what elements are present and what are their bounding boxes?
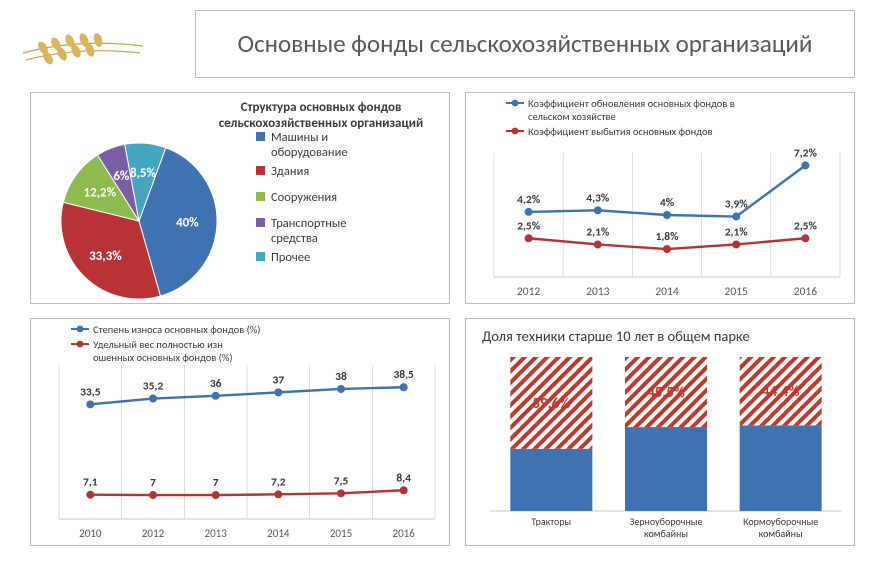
svg-text:4,3%: 4,3% [586,191,610,205]
svg-text:Структура основных фондов: Структура основных фондов [241,100,402,115]
svg-text:2014: 2014 [267,527,290,540]
svg-text:40%: 40% [176,216,199,231]
svg-text:Машины и: Машины и [271,130,328,145]
svg-text:7,5: 7,5 [334,474,349,488]
svg-text:ошенных основных фондов (%): ошенных основных фондов (%) [93,351,233,364]
svg-text:комбайны: комбайны [759,527,803,540]
svg-text:2012: 2012 [142,527,165,540]
svg-text:сельском хозяйстве: сельском хозяйстве [528,110,616,123]
svg-text:2015: 2015 [330,527,352,540]
svg-text:38: 38 [335,370,347,384]
svg-text:8,5%: 8,5% [130,166,157,181]
svg-text:33,3%: 33,3% [89,249,122,264]
svg-text:38,5: 38,5 [393,368,414,382]
svg-text:2014: 2014 [655,285,678,299]
svg-text:2016: 2016 [393,527,416,540]
bar-chart: 59,6%Тракторы45,5%Зерноуборочныекомбайны… [466,345,856,545]
line-chart-wear: Степень износа основных фондов (%) Удельн… [31,319,451,547]
svg-text:6%: 6% [113,169,130,184]
svg-text:Сооружения: Сооружения [271,190,337,205]
svg-text:Здания: Здания [271,164,309,179]
svg-text:7,1: 7,1 [83,476,98,490]
svg-text:8,4: 8,4 [396,471,411,485]
svg-text:2,5%: 2,5% [794,219,818,233]
bar-chart-panel: Доля техники старше 10 лет в общем парке… [465,318,855,546]
svg-text:Прочее: Прочее [271,250,310,265]
svg-text:Коэффициент выбытия основных ф: Коэффициент выбытия основных фондов [528,125,713,138]
svg-text:комбайны: комбайны [644,527,688,540]
svg-text:36: 36 [210,377,222,391]
pie-chart: Структура основных фондовсельскохозяйств… [31,93,451,305]
svg-text:4,2%: 4,2% [517,193,541,207]
svg-text:7: 7 [150,476,156,490]
svg-text:7: 7 [213,476,219,490]
pie-chart-panel: Структура основных фондовсельскохозяйств… [30,92,450,304]
svg-text:средства: средства [271,231,318,246]
svg-text:59,6%: 59,6% [533,395,571,413]
svg-text:37: 37 [272,373,284,387]
svg-text:2,1%: 2,1% [586,225,610,239]
svg-text:2,5%: 2,5% [517,219,541,233]
wheat-decoration [18,18,148,73]
svg-text:Тракторы: Тракторы [531,515,571,528]
svg-text:1,8%: 1,8% [655,230,679,244]
svg-text:Удельный вес полностью изн: Удельный вес полностью изн [93,338,223,351]
svg-text:2,1%: 2,1% [725,225,749,239]
line-chart-wear-panel: Степень износа основных фондов (%) Удельн… [30,318,450,546]
svg-text:2012: 2012 [517,285,540,299]
svg-text:2013: 2013 [205,527,228,540]
svg-text:4%: 4% [660,196,675,210]
svg-text:3,9%: 3,9% [725,198,749,212]
svg-text:Транспортные: Транспортные [271,216,346,231]
svg-text:оборудование: оборудование [271,145,348,160]
svg-text:2015: 2015 [725,285,748,299]
svg-text:Степень износа основных фондов: Степень износа основных фондов (%) [93,323,260,336]
line-chart-coefficients-panel: Коэффициент обновления основных фондов в… [465,92,855,304]
svg-text:2013: 2013 [586,285,609,299]
svg-text:7,2%: 7,2% [794,146,818,160]
bar-chart-title: Доля техники старше 10 лет в общем парке [466,319,854,345]
svg-text:7,2: 7,2 [271,475,286,489]
page-title: Основные фонды сельскохозяйственных орга… [195,10,855,78]
svg-text:45,5%: 45,5% [647,384,685,402]
svg-text:2010: 2010 [79,527,102,540]
svg-text:35,2: 35,2 [143,380,164,394]
svg-text:Коэффициент обновления основны: Коэффициент обновления основных фондов в [528,97,735,110]
page-title-text: Основные фонды сельскохозяйственных орга… [238,30,813,59]
svg-text:44,4%: 44,4% [762,383,800,401]
svg-text:33,5: 33,5 [80,385,101,399]
svg-text:2016: 2016 [794,285,817,299]
svg-text:12,2%: 12,2% [84,186,117,201]
line-chart-coefficients: Коэффициент обновления основных фондов в… [466,93,856,305]
svg-text:сельскохозяйственных организац: сельскохозяйственных организаций [219,116,424,131]
